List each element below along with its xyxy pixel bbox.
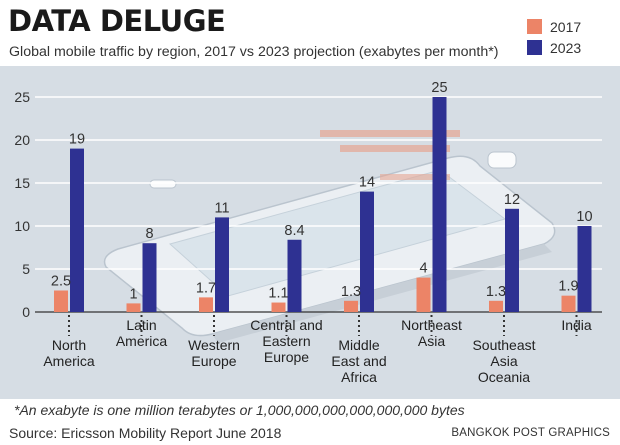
bar-2017 — [416, 277, 431, 312]
y-tick-label: 10 — [14, 218, 30, 234]
bar-2023 — [142, 243, 157, 312]
bar-2023 — [505, 208, 519, 312]
data-label-2017: 1.1 — [268, 286, 288, 302]
bar-2017 — [199, 297, 213, 312]
legend-swatch-2017 — [527, 19, 542, 34]
bar-2023 — [287, 239, 302, 312]
data-label-2017: 1.9 — [558, 279, 578, 295]
legend-label-2023: 2023 — [550, 39, 582, 56]
bar-2017 — [344, 300, 358, 312]
x-tick-label: Western Europe — [188, 337, 240, 369]
data-label-2023: 19 — [69, 132, 85, 148]
y-tick-label: 25 — [14, 89, 30, 105]
data-label-2023: 8 — [145, 226, 153, 242]
source-note: Source: Ericsson Mobility Report June 20… — [9, 425, 282, 441]
data-label-2017: 4 — [419, 261, 427, 277]
data-label-2023: 14 — [359, 175, 375, 191]
chart-area: 0 5 10 15 20 25 2.5 19 1 8 1.7 11 1.1 8.4 1.3 14 4 25 1.3… — [0, 66, 620, 399]
data-label-2023: 12 — [504, 192, 520, 208]
data-label-2023: 11 — [214, 200, 229, 216]
phone-illustration — [103, 130, 556, 343]
data-label-2023: 8.4 — [284, 223, 304, 239]
chart-subtitle: Global mobile traffic by region, 2017 vs… — [9, 44, 499, 60]
x-tick-label: Middle East and Africa — [331, 337, 386, 385]
x-tick-label: Northeast Asia — [401, 317, 462, 349]
legend-swatch-2023 — [527, 40, 542, 55]
bar-2017 — [54, 290, 68, 312]
legend-item-2017: 2017 — [527, 16, 581, 37]
x-tick-label: India — [561, 317, 592, 333]
x-tick-label: North America — [43, 337, 95, 369]
data-label-2017: 1.3 — [486, 284, 506, 300]
x-tick-label: Latin America — [116, 317, 168, 349]
x-tick-label: Central and Eastern Europe — [250, 317, 322, 365]
bar-2023 — [432, 97, 447, 312]
y-tick-label: 15 — [14, 175, 30, 191]
data-label-2023: 10 — [576, 209, 592, 225]
value-labels: 2.5 19 1 8 1.7 11 1.1 8.4 1.3 14 4 25 1.3 12 1.9 10 — [51, 80, 593, 302]
bar-2017 — [489, 300, 503, 312]
data-label-2017: 1.3 — [341, 284, 361, 300]
y-tick-label: 20 — [14, 132, 30, 148]
y-tick-label: 0 — [22, 304, 30, 320]
bar-2017 — [126, 303, 141, 312]
y-tick-label: 5 — [22, 261, 30, 277]
headline: DATA DELUGE — [8, 4, 226, 38]
legend-item-2023: 2023 — [527, 37, 581, 58]
x-tick-label: Southeast Asia Oceania — [472, 337, 535, 385]
bar-2023 — [70, 148, 84, 312]
data-label-2023: 25 — [431, 80, 447, 96]
data-label-2017: 1.7 — [196, 280, 216, 296]
x-axis: North America Latin America Western Europe Cen… — [43, 315, 592, 385]
legend-label-2017: 2017 — [550, 18, 582, 35]
credit: BANGKOK POST GRAPHICS — [451, 427, 610, 439]
bar-2023 — [360, 191, 374, 312]
legend: 2017 2023 — [527, 16, 581, 58]
data-label-2017: 1 — [129, 286, 137, 302]
bar-2017 — [561, 295, 576, 312]
bar-2023 — [577, 226, 592, 312]
bar-2017 — [271, 302, 286, 312]
footnote: *An exabyte is one million terabytes or … — [14, 402, 465, 418]
y-axis: 0 5 10 15 20 25 — [14, 89, 30, 320]
bar-chart: 0 5 10 15 20 25 2.5 19 1 8 1.7 11 1.1 8.4 1.3 14 4 25 1.3… — [14, 80, 602, 385]
bar-2023 — [215, 217, 229, 312]
data-label-2017: 2.5 — [51, 274, 71, 290]
bars — [54, 97, 592, 312]
